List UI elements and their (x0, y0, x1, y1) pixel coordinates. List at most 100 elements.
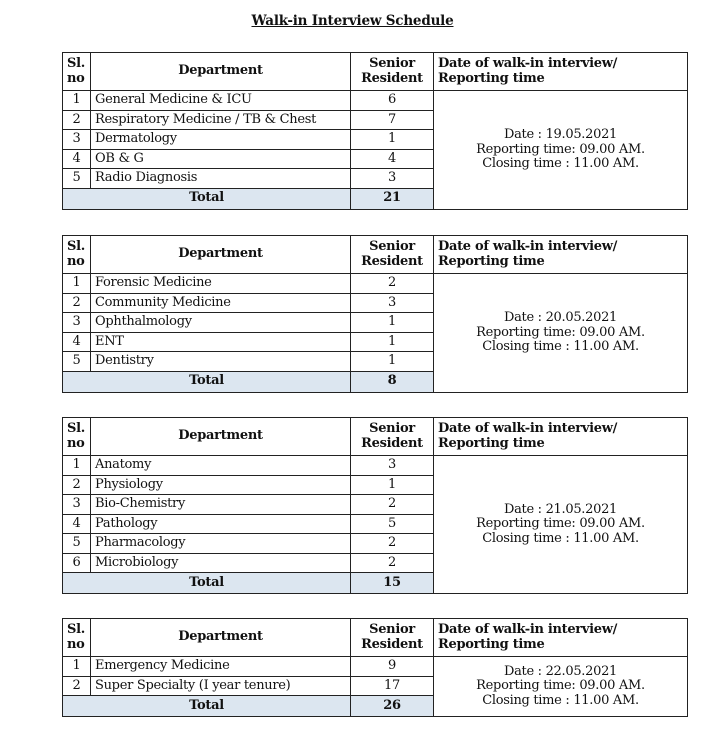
total-row: Total 15 (62, 572, 688, 594)
sl-no-cell: 1 (62, 455, 91, 476)
header-resident-text: Resident (361, 253, 423, 269)
table-row: 1 General Medicine & ICU 6 Date : 19.05.202… (62, 90, 688, 210)
department-cell: Dermatology (90, 129, 351, 150)
header-row: Sl. no Department Senior Resident Date of wal… (62, 235, 688, 274)
header-reporting-text: Reporting time (438, 636, 545, 652)
header-row: Sl. no Department Senior Resident Date of wal… (62, 52, 688, 91)
interview-date: Date : 21.05.2021 (503, 502, 618, 518)
senior-resident-cell: 9 (350, 656, 434, 677)
header-reporting-text: Reporting time (438, 70, 545, 86)
header-date: Date of walk-in interview/Reporting time (433, 618, 688, 657)
header-date-text: Date of walk-in interview/ (438, 239, 618, 255)
total-row: Total 21 (62, 187, 688, 210)
sl-no-cell: 1 (62, 273, 91, 294)
total-row: Total 26 (62, 695, 688, 717)
sl-no-cell: 3 (62, 312, 91, 333)
header-department: Department (90, 52, 351, 91)
table-row: 5 Radio Diagnosis 3 (62, 168, 688, 189)
header-date: Date of walk-in interview/Reporting time (433, 235, 688, 274)
senior-resident-cell: 7 (350, 109, 434, 130)
reporting-time: Reporting time: 09.00 AM. (476, 141, 645, 157)
reporting-time: Reporting time: 09.00 AM. (476, 678, 645, 694)
interview-date: Date : 19.05.2021 (503, 127, 618, 143)
schedule-table-1: Sl. no Department Senior Resident Date of wal… (62, 52, 688, 210)
sl-no-cell: 5 (62, 533, 91, 554)
sl-no-cell: 2 (62, 109, 91, 130)
department-cell: Respiratory Medicine / TB & Chest (90, 109, 351, 130)
closing-time: Closing time : 11.00 AM. (482, 530, 639, 546)
header-senior-text: Senior (369, 622, 415, 638)
table-row: 3 Bio-Chemistry 2 (62, 494, 688, 515)
department-cell: Forensic Medicine (90, 273, 351, 294)
senior-resident-cell: 3 (350, 168, 434, 189)
senior-resident-cell: 3 (350, 292, 434, 313)
header-senior-resident: Senior Resident (350, 235, 434, 274)
table-row: 1 Emergency Medicine 9 Date : 22.05.2021 Rep… (62, 656, 688, 717)
schedule-table-4: Sl. no Department Senior Resident Date of wal… (62, 618, 688, 717)
total-value: 8 (350, 370, 434, 393)
sl-no-cell: 5 (62, 168, 91, 189)
date-cell: Date : 22.05.2021 Reporting time: 09.00 A… (433, 656, 688, 717)
schedule-table-2: Sl. no Department Senior Resident Date of wal… (62, 235, 688, 393)
senior-resident-cell: 2 (350, 273, 434, 294)
department-cell: Anatomy (90, 455, 351, 476)
table-row: 5 Pharmacology 2 (62, 533, 688, 554)
senior-resident-cell: 1 (350, 331, 434, 352)
header-department: Department (90, 235, 351, 274)
header-resident-text: Resident (361, 70, 423, 86)
header-department: Department (90, 417, 351, 456)
sl-no-cell: 3 (62, 494, 91, 515)
header-sl-no: Sl. no (62, 417, 91, 456)
header-no-text: no (67, 636, 85, 652)
total-label: Total (62, 370, 351, 393)
total-label: Total (62, 572, 351, 594)
senior-resident-cell: 6 (350, 90, 434, 111)
table-row: 1 Anatomy 3 Date : 21.05.2021 Reporting time… (62, 455, 688, 594)
header-senior-text: Senior (369, 421, 415, 437)
department-cell: Community Medicine (90, 292, 351, 313)
header-sl-text: Sl. (67, 622, 85, 638)
header-sl-text: Sl. (67, 56, 85, 72)
senior-resident-cell: 17 (350, 675, 434, 696)
department-cell: Super Specialty (I year tenure) (90, 675, 351, 696)
header-no-text: no (67, 253, 85, 269)
header-senior-text: Senior (369, 239, 415, 255)
department-cell: Microbiology (90, 552, 351, 573)
closing-time: Closing time : 11.00 AM. (482, 338, 639, 354)
date-cell: Date : 20.05.2021 Reporting time: 09.00 A… (433, 273, 688, 393)
header-reporting-text: Reporting time (438, 253, 545, 269)
department-cell: Pharmacology (90, 533, 351, 554)
total-value: 21 (350, 187, 434, 210)
total-label: Total (62, 187, 351, 210)
reporting-time: Reporting time: 09.00 AM. (476, 516, 645, 532)
department-cell: Radio Diagnosis (90, 168, 351, 189)
department-cell: Ophthalmology (90, 312, 351, 333)
sl-no-cell: 4 (62, 148, 91, 169)
interview-date: Date : 22.05.2021 (503, 664, 618, 680)
header-reporting-text: Reporting time (438, 435, 545, 451)
department-cell: Bio-Chemistry (90, 494, 351, 515)
senior-resident-cell: 4 (350, 148, 434, 169)
header-senior-resident: Senior Resident (350, 417, 434, 456)
sl-no-cell: 1 (62, 90, 91, 111)
header-date: Date of walk-in interview/Reporting time (433, 52, 688, 91)
sl-no-cell: 4 (62, 331, 91, 352)
sl-no-cell: 2 (62, 675, 91, 696)
schedule-table-3: Sl. no Department Senior Resident Date of wal… (62, 417, 688, 594)
sl-no-cell: 2 (62, 474, 91, 495)
sl-no-cell: 2 (62, 292, 91, 313)
senior-resident-cell: 1 (350, 474, 434, 495)
table-row: 3 Dermatology 1 (62, 129, 688, 150)
sl-no-cell: 4 (62, 513, 91, 534)
header-sl-no: Sl. no (62, 52, 91, 91)
header-resident-text: Resident (361, 636, 423, 652)
closing-time: Closing time : 11.00 AM. (482, 692, 639, 708)
senior-resident-cell: 2 (350, 494, 434, 515)
table-row: 1 Forensic Medicine 2 Date : 20.05.2021 Repo… (62, 273, 688, 393)
department-cell: Emergency Medicine (90, 656, 351, 677)
sl-no-cell: 6 (62, 552, 91, 573)
senior-resident-cell: 1 (350, 129, 434, 150)
header-senior-text: Senior (369, 56, 415, 72)
sl-no-cell: 5 (62, 351, 91, 372)
closing-time: Closing time : 11.00 AM. (482, 155, 639, 171)
